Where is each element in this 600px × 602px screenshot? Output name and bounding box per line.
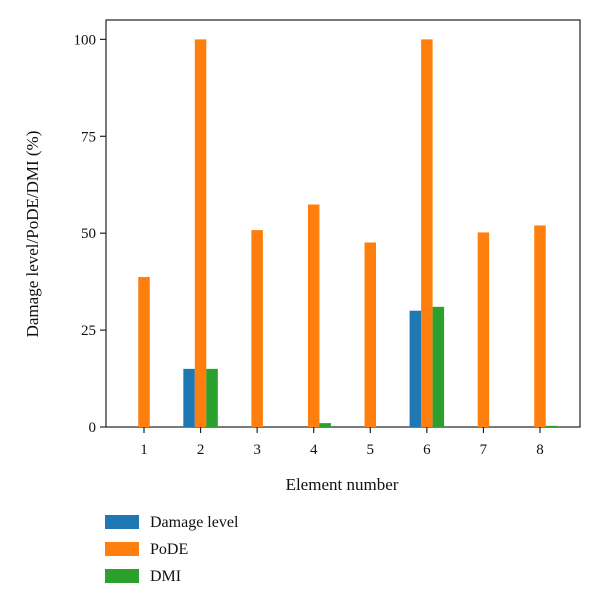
bars	[138, 39, 558, 427]
x-tick-label: 4	[310, 442, 318, 458]
bar-pode	[251, 230, 263, 427]
x-tick-label: 2	[197, 442, 205, 458]
bar-dmi	[206, 368, 218, 427]
legend-label: Damage level	[150, 514, 239, 531]
x-tick-label: 6	[423, 442, 431, 458]
legend: Damage level PoDE DMI	[105, 514, 239, 585]
bar-pode	[534, 225, 546, 427]
y-axis: 0 25 50 75 100	[74, 32, 106, 436]
legend-label: PoDE	[150, 541, 188, 558]
bar-pode	[477, 232, 490, 427]
x-tick-label: 5	[367, 442, 375, 458]
bar-pode	[307, 204, 320, 427]
bar-pode	[364, 242, 377, 427]
y-tick-label: 25	[81, 323, 96, 339]
legend-swatch	[105, 515, 139, 529]
legend-label: DMI	[150, 568, 181, 585]
bar-dmi	[545, 425, 558, 427]
x-tick-label: 1	[140, 442, 148, 458]
y-tick-label: 75	[81, 129, 96, 145]
bar-dmi	[319, 423, 331, 427]
y-tick-label: 50	[81, 226, 96, 242]
legend-swatch	[105, 569, 139, 583]
x-tick-label: 8	[536, 442, 544, 458]
y-tick-label: 0	[89, 420, 97, 436]
x-axis: 1 2 3 4 5 6 7 8	[140, 427, 544, 458]
bar-dmi	[432, 306, 445, 427]
plot-area	[105, 19, 581, 428]
bar-damage-level	[409, 310, 422, 427]
bar-pode	[194, 39, 207, 427]
x-tick-label: 3	[253, 442, 261, 458]
bar-pode	[421, 39, 433, 427]
plot-frame	[105, 19, 581, 428]
legend-swatch	[105, 542, 139, 556]
y-axis-label: Damage level/PoDE/DMI (%)	[23, 131, 42, 338]
x-tick-label: 7	[480, 442, 488, 458]
x-axis-label: Element number	[286, 475, 399, 494]
bar-damage-level	[183, 368, 195, 427]
bar-pode	[138, 276, 150, 427]
y-tick-label: 100	[74, 32, 97, 48]
